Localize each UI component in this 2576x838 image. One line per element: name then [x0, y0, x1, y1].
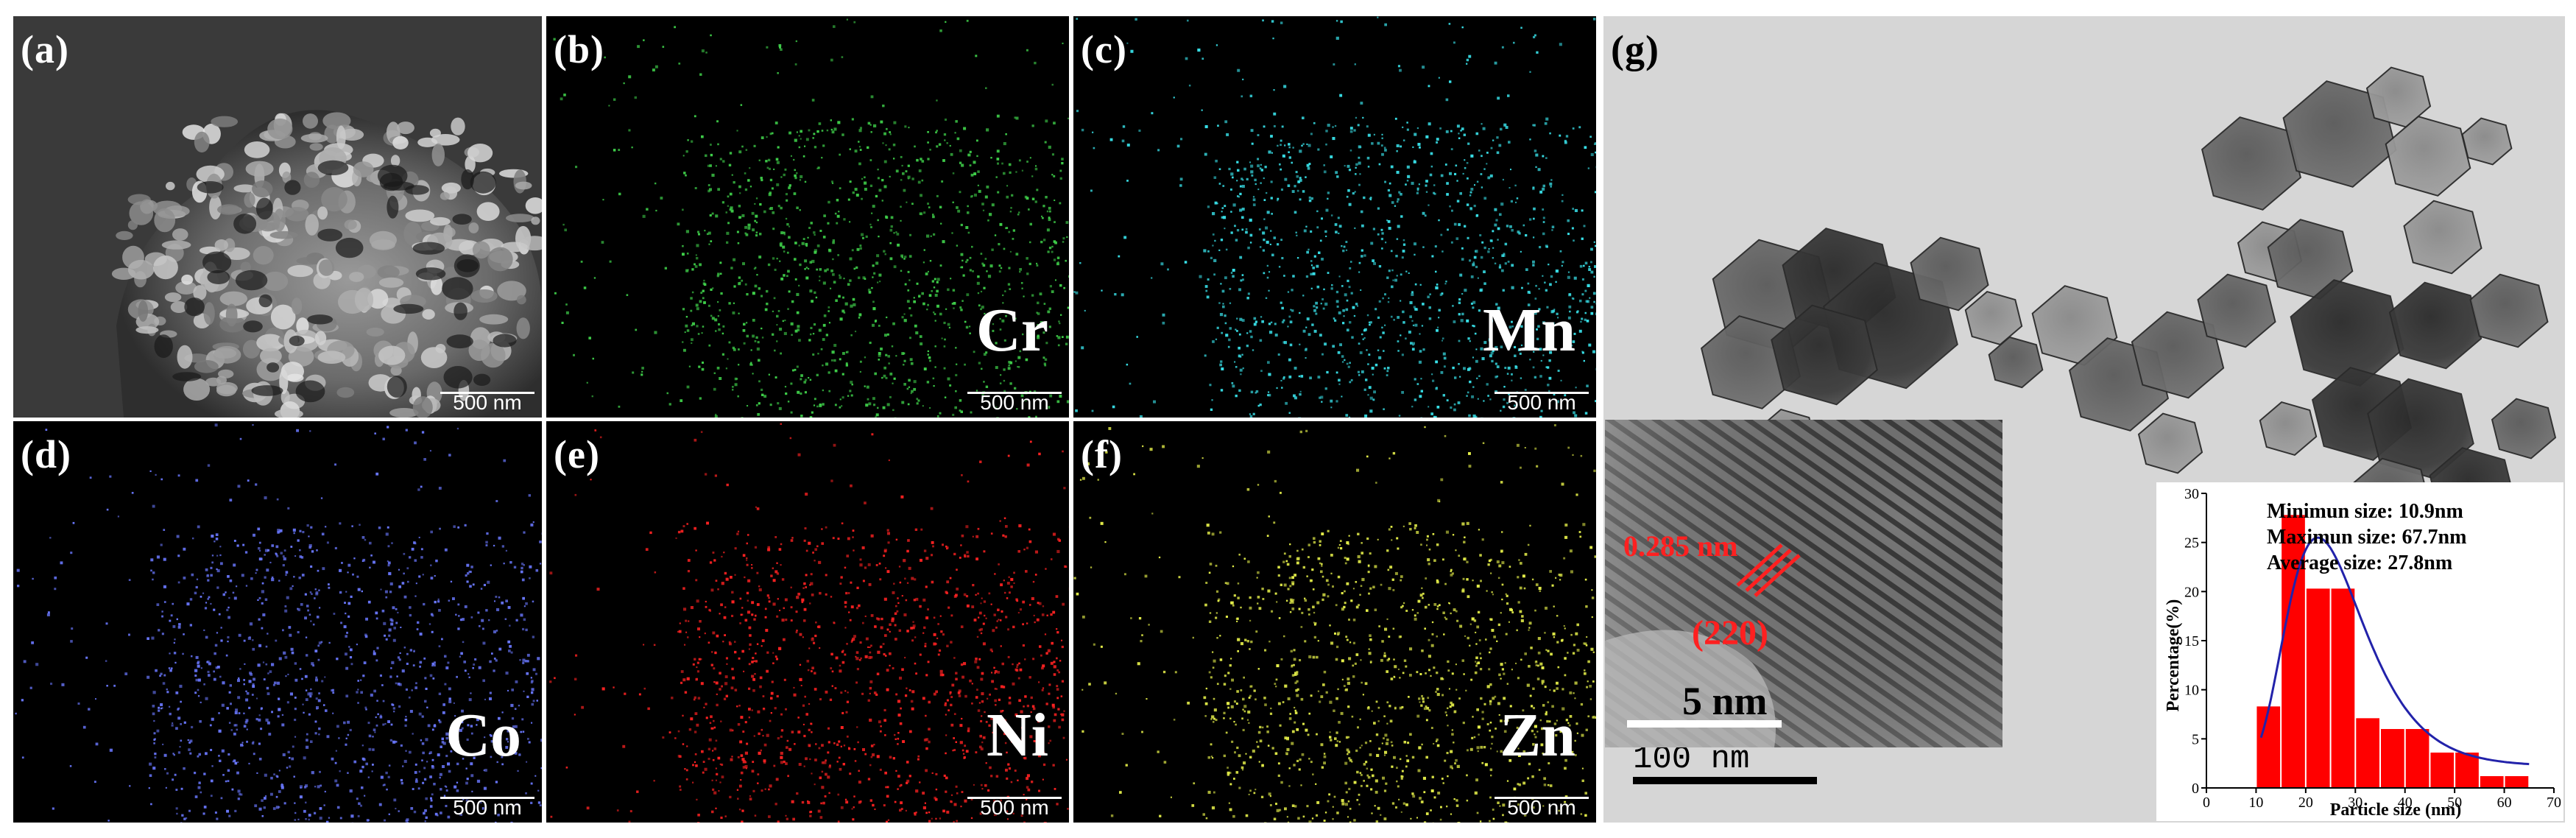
element-label-cr: Cr [976, 296, 1048, 365]
panel-label-g: (g) [1611, 27, 1659, 71]
scale-text-f: 500 nm [1507, 796, 1576, 819]
hrtem-scale-text: 5 nm [1682, 679, 1768, 723]
hrtem-image: 0.285 nm (220) 5 nm [1605, 420, 2002, 747]
x-tick-label: 30 [2348, 795, 2362, 811]
element-label-mn: Mn [1483, 296, 1575, 365]
element-label-zn: Zn [1500, 701, 1575, 770]
y-axis-label: Percentage(%) [2164, 599, 2183, 712]
tem-scale-bar [1633, 777, 1817, 784]
histogram-bar [2405, 729, 2429, 788]
x-axis-label: Particle size (nm) [2330, 800, 2462, 820]
d-spacing-label: 0.285 nm [1623, 529, 1738, 563]
y-tick-label: 15 [2184, 633, 2199, 649]
histogram-chart: 0 10 20 30 40 50 60 70 0 5 10 15 20 25 30 Minimun size… [2164, 486, 2561, 820]
ni-dot-map [549, 423, 1069, 823]
histogram-bar [2381, 729, 2404, 788]
scale-bar-c [1495, 392, 1589, 394]
scale-bar-d [440, 797, 534, 799]
hrtem-inset: 0.285 nm (220) 5 nm [1605, 420, 2002, 747]
y-tick-label: 30 [2184, 486, 2199, 502]
scale-bar-f [1495, 797, 1589, 799]
histogram-bar [2256, 706, 2281, 788]
y-tick-label: 20 [2184, 584, 2199, 600]
particle-size-histogram: 0 10 20 30 40 50 60 70 0 5 10 15 20 25 30 Minimun size… [2156, 482, 2563, 821]
histogram-bar [2306, 588, 2330, 788]
eds-map-co: (d) Co 500 nm [13, 421, 542, 823]
panel-label-e: (e) [554, 432, 600, 476]
scale-text-a: 500 nm [453, 391, 522, 414]
plane-label: (220) [1692, 613, 1768, 652]
eds-map-mn: (c) Mn 500 nm [1073, 16, 1596, 418]
histogram-bar [2505, 776, 2529, 788]
histogram-bar [2455, 753, 2479, 788]
scale-bar-a [440, 392, 534, 394]
histogram-bar [2430, 753, 2455, 788]
panel-label-a: (a) [21, 27, 69, 71]
zn-dot-map [1073, 424, 1596, 823]
element-label-ni: Ni [987, 701, 1048, 770]
panel-label-c: (c) [1081, 27, 1127, 71]
hrtem-scale-bar [1627, 720, 1782, 728]
eds-map-ni: (e) Ni 500 nm [546, 421, 1069, 823]
y-tick-label: 5 [2192, 731, 2199, 747]
max-size-annotation: Maximun size: 67.7nm [2267, 526, 2466, 549]
panel-label-d: (d) [21, 432, 71, 476]
scale-text-d: 500 nm [453, 796, 522, 819]
eds-map-zn: (f) Zn 500 nm [1073, 421, 1596, 823]
y-tick-label: 25 [2184, 535, 2199, 552]
sem-image [13, 16, 542, 418]
scale-text-e: 500 nm [980, 796, 1049, 819]
y-tick-label: 0 [2192, 781, 2199, 797]
x-tick-label: 10 [2248, 795, 2263, 811]
min-size-annotation: Minimun size: 10.9nm [2267, 500, 2463, 523]
scale-text-c: 500 nm [1507, 391, 1576, 414]
element-label-co: Co [445, 701, 521, 770]
y-tick-label: 10 [2184, 683, 2199, 699]
histogram-bar [2331, 588, 2355, 788]
histogram-bar [2356, 718, 2379, 788]
x-tick-label: 20 [2298, 795, 2313, 811]
x-tick-label: 0 [2203, 795, 2210, 811]
panel-label-f: (f) [1081, 432, 1123, 476]
co-dot-map [15, 423, 542, 823]
mn-dot-map [1073, 16, 1596, 418]
cr-dot-map [553, 18, 1069, 418]
scale-text-b: 500 nm [980, 391, 1049, 414]
histogram-bar [2480, 776, 2504, 788]
scale-bar-b [967, 392, 1062, 394]
sem-image-panel: (a) 500 nm [13, 16, 542, 418]
eds-map-cr: (b) Cr 500 nm [546, 16, 1069, 418]
x-tick-label: 60 [2497, 795, 2512, 811]
x-tick-label: 40 [2398, 795, 2413, 811]
panel-label-b: (b) [554, 27, 604, 71]
x-tick-label: 50 [2447, 795, 2462, 811]
avg-size-annotation: Average size: 27.8nm [2267, 552, 2452, 574]
scale-bar-e [967, 797, 1062, 799]
x-tick-label: 70 [2547, 795, 2561, 811]
lognormal-fit-curve [2259, 536, 2530, 766]
